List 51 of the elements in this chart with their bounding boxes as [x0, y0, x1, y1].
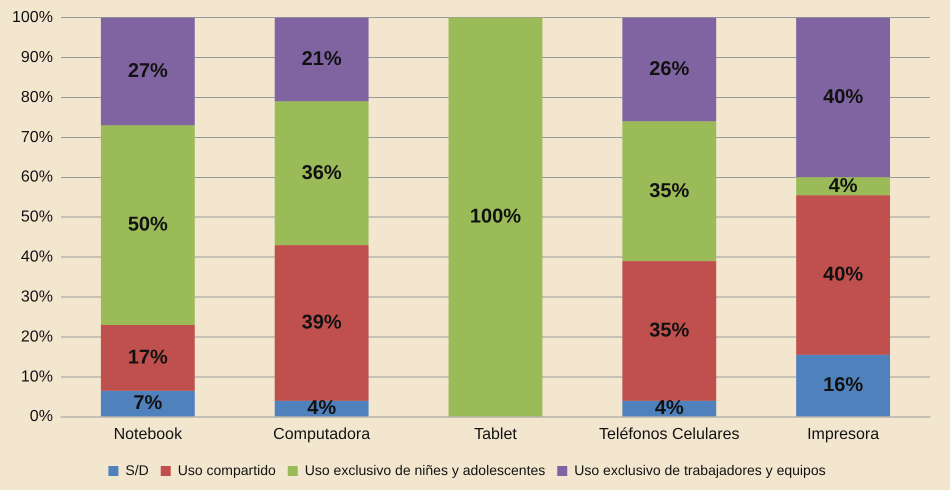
data-label: 4% [307, 397, 336, 420]
bar [274, 101, 369, 246]
data-label: 40% [823, 264, 864, 286]
data-label: 35% [649, 319, 690, 342]
bar [622, 121, 716, 262]
data-label: 26% [649, 58, 690, 80]
data-label: 4% [828, 174, 858, 197]
y-tick-label: 30% [20, 288, 53, 306]
bar [622, 18, 716, 122]
data-label: 36% [302, 162, 342, 184]
x-tick-label: Impresora [807, 426, 880, 443]
y-tick-label: 20% [20, 328, 53, 346]
y-tick-label: 10% [20, 368, 53, 386]
y-tick-label: 50% [20, 208, 53, 226]
data-label: 40% [823, 86, 864, 108]
bar [274, 18, 369, 102]
data-label: 16% [823, 374, 864, 396]
bar [100, 324, 195, 391]
data-label: 100% [470, 205, 522, 228]
data-label: 21% [302, 48, 342, 70]
x-tick-label: Tablet [474, 426, 518, 443]
bar [100, 125, 195, 325]
bar [448, 18, 542, 416]
legend-label: Uso exclusivo de trabajadores y equipos [574, 462, 826, 478]
bar [622, 261, 716, 401]
data-label: 4% [654, 397, 684, 420]
x-tick-label: Notebook [114, 426, 184, 443]
bar [796, 18, 890, 178]
y-tick-label: 40% [20, 248, 53, 266]
x-tick-label: Computadora [273, 426, 370, 443]
y-tick-label: 0% [30, 408, 53, 426]
data-label: 17% [128, 346, 168, 368]
bar [100, 390, 195, 416]
data-label: 35% [649, 180, 690, 202]
y-tick-label: 90% [20, 48, 53, 66]
bar [100, 18, 195, 126]
y-tick-label: 60% [20, 168, 53, 186]
bar [796, 195, 890, 355]
bar [796, 354, 890, 416]
x-tick-label: Teléfonos Celulares [599, 426, 740, 443]
legend-label: S/D [125, 462, 149, 478]
y-tick-label: 80% [20, 88, 53, 106]
data-label: 39% [302, 312, 342, 334]
legend-label: Uso exclusivo de niñes y adolescentes [304, 462, 546, 478]
legend-label: Uso compartido [178, 462, 276, 478]
bar [274, 245, 369, 401]
data-label: 27% [128, 60, 168, 82]
data-label: 7% [133, 392, 162, 414]
y-tick-label: 70% [20, 128, 53, 146]
y-tick-label: 100% [12, 9, 53, 26]
data-label: 50% [128, 214, 168, 236]
